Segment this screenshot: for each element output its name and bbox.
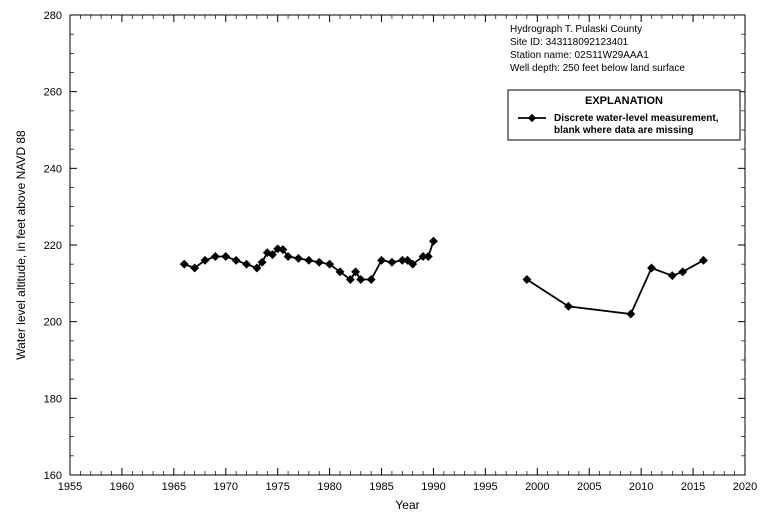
x-tick-label: 2020 xyxy=(733,481,757,493)
diamond-marker xyxy=(424,252,432,260)
diamond-marker xyxy=(367,275,375,283)
series-line xyxy=(527,260,704,314)
diamond-marker xyxy=(377,256,385,264)
diamond-marker xyxy=(242,260,250,268)
legend-item-text: Discrete water-level measurement, xyxy=(554,113,719,124)
y-tick-label: 220 xyxy=(44,240,62,252)
y-tick-label: 280 xyxy=(44,10,62,22)
meta-line: Site ID: 343118092123401 xyxy=(510,37,629,48)
x-tick-label: 1985 xyxy=(369,481,393,493)
x-tick-label: 1960 xyxy=(110,481,134,493)
meta-line: Station name: 02S11W29AAA1 xyxy=(510,50,649,61)
x-tick-label: 1970 xyxy=(214,481,238,493)
diamond-marker xyxy=(180,260,188,268)
x-axis-label: Year xyxy=(395,498,419,512)
y-tick-label: 180 xyxy=(44,393,62,405)
diamond-marker xyxy=(388,258,396,266)
y-tick-label: 240 xyxy=(44,163,62,175)
diamond-marker xyxy=(315,258,323,266)
x-tick-label: 1980 xyxy=(317,481,341,493)
x-tick-label: 2000 xyxy=(525,481,549,493)
x-tick-label: 2005 xyxy=(577,481,601,493)
diamond-marker xyxy=(305,256,313,264)
legend-item-text: blank where data are missing xyxy=(554,125,694,136)
x-tick-label: 1965 xyxy=(162,481,186,493)
chart-svg: 1955 1960 1965 1970 1975 1980 1985 1990 1995 2000… xyxy=(0,0,760,515)
x-tick-label: 2010 xyxy=(629,481,653,493)
x-tick-label: 1995 xyxy=(473,481,497,493)
x-tick-label: 1990 xyxy=(421,481,445,493)
diamond-marker xyxy=(699,256,707,264)
diamond-marker xyxy=(668,271,676,279)
meta-line: Hydrograph T. Pulaski County xyxy=(510,24,642,35)
diamond-marker xyxy=(678,268,686,276)
y-tick-label: 260 xyxy=(44,87,62,99)
y-tick-label: 200 xyxy=(44,317,62,329)
diamond-marker xyxy=(429,237,437,245)
x-tick-label: 2015 xyxy=(681,481,705,493)
plot-border xyxy=(70,15,745,475)
y-tick-label: 160 xyxy=(44,470,62,482)
diamond-marker xyxy=(232,256,240,264)
diamond-marker xyxy=(627,310,635,318)
x-tick-label: 1975 xyxy=(265,481,289,493)
diamond-marker xyxy=(294,254,302,262)
meta-line: Well depth: 250 feet below land surface xyxy=(510,63,685,74)
diamond-marker xyxy=(647,264,655,272)
legend-title: EXPLANATION xyxy=(585,95,663,107)
hydrograph-chart: 1955 1960 1965 1970 1975 1980 1985 1990 1995 2000… xyxy=(0,0,760,515)
diamond-marker xyxy=(222,252,230,260)
diamond-marker xyxy=(211,252,219,260)
x-tick-label: 1955 xyxy=(58,481,82,493)
y-axis-label: Water level altitude, in feet above NAVD… xyxy=(14,130,28,360)
